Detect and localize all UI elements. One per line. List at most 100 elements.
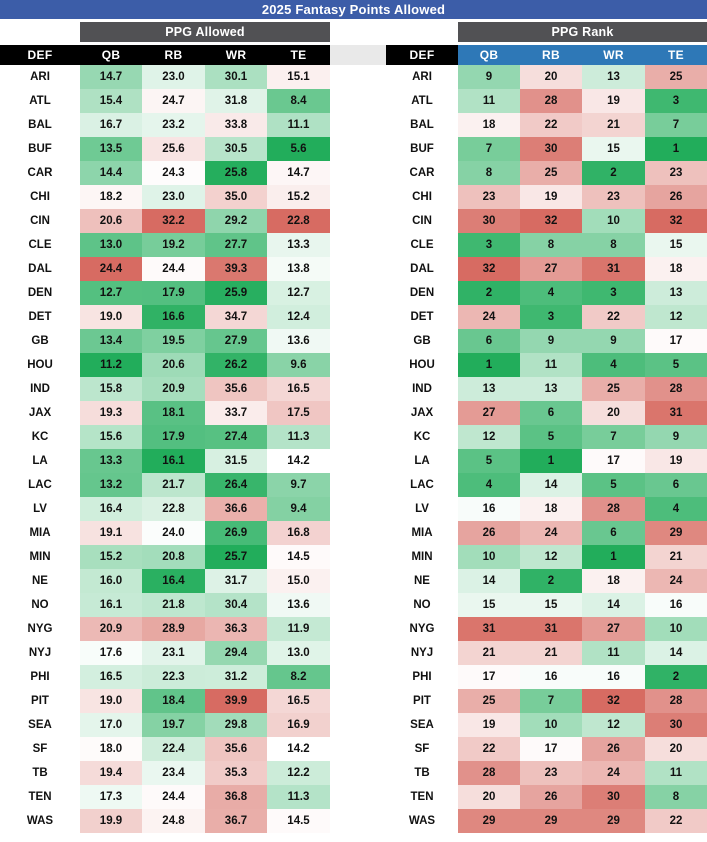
value-cell: 1 (582, 545, 645, 569)
table-row: GB 13.4 19.5 27.9 13.6 (0, 329, 330, 353)
table-row: NYG 31 31 27 10 (386, 617, 707, 641)
value-cell: 20.6 (80, 209, 142, 233)
value-cell: 8.2 (267, 665, 330, 689)
team-cell: IND (0, 377, 80, 401)
team-cell: WAS (0, 809, 80, 833)
value-cell: 22.3 (142, 665, 205, 689)
value-cell: 14.2 (267, 449, 330, 473)
value-cell: 14.2 (267, 737, 330, 761)
value-cell: 4 (520, 281, 582, 305)
ppg-rank-table: PPG Rank DEF QB RB WR TE ARI 9 20 13 25 ATL 11… (386, 22, 707, 833)
value-cell: 5 (520, 425, 582, 449)
value-cell: 10 (645, 617, 707, 641)
value-cell: 12.2 (267, 761, 330, 785)
table-row: CIN 20.6 32.2 29.2 22.8 (0, 209, 330, 233)
value-cell: 29 (582, 809, 645, 833)
value-cell: 26 (645, 185, 707, 209)
table-row: CIN 30 32 10 32 (386, 209, 707, 233)
page-title: 2025 Fantasy Points Allowed (0, 0, 707, 19)
value-cell: 14.5 (267, 809, 330, 833)
value-cell: 16 (458, 497, 520, 521)
table-row: TEN 20 26 30 8 (386, 785, 707, 809)
table-row: TEN 17.3 24.4 36.8 11.3 (0, 785, 330, 809)
value-cell: 28 (645, 377, 707, 401)
value-cell: 15 (645, 233, 707, 257)
value-cell: 17 (582, 449, 645, 473)
value-cell: 19.9 (80, 809, 142, 833)
team-cell: CLE (386, 233, 458, 257)
table-row: BUF 7 30 15 1 (386, 137, 707, 161)
value-cell: 15.2 (80, 545, 142, 569)
table-row: HOU 11.2 20.6 26.2 9.6 (0, 353, 330, 377)
value-cell: 12.7 (267, 281, 330, 305)
value-cell: 22 (582, 305, 645, 329)
value-cell: 24 (582, 761, 645, 785)
value-cell: 13.4 (80, 329, 142, 353)
team-cell: TEN (386, 785, 458, 809)
team-cell: DEN (0, 281, 80, 305)
value-cell: 13 (645, 281, 707, 305)
value-cell: 9.7 (267, 473, 330, 497)
value-cell: 12.4 (267, 305, 330, 329)
table-row: HOU 1 11 4 5 (386, 353, 707, 377)
value-cell: 19.4 (80, 761, 142, 785)
value-cell: 2 (645, 665, 707, 689)
value-cell: 15.1 (267, 65, 330, 89)
value-cell: 10 (582, 209, 645, 233)
value-cell: 2 (582, 161, 645, 185)
team-cell: NE (0, 569, 80, 593)
value-cell: 19 (645, 449, 707, 473)
value-cell: 19 (458, 713, 520, 737)
value-cell: 30 (520, 137, 582, 161)
value-cell: 15 (520, 593, 582, 617)
value-cell: 28 (645, 689, 707, 713)
value-cell: 14 (520, 473, 582, 497)
value-cell: 26 (520, 785, 582, 809)
team-cell: MIN (386, 545, 458, 569)
value-cell: 27.4 (205, 425, 267, 449)
table-row: KC 12 5 7 9 (386, 425, 707, 449)
value-cell: 14.7 (80, 65, 142, 89)
table-row: NO 15 15 14 16 (386, 593, 707, 617)
value-cell: 10 (520, 713, 582, 737)
value-cell: 23 (582, 185, 645, 209)
value-cell: 31 (520, 617, 582, 641)
team-cell: TB (0, 761, 80, 785)
value-cell: 30 (458, 209, 520, 233)
value-cell: 15.2 (267, 185, 330, 209)
value-cell: 24 (520, 521, 582, 545)
value-cell: 23 (645, 161, 707, 185)
value-cell: 19.0 (80, 305, 142, 329)
column-header-wr: WR (205, 45, 267, 65)
ppg-allowed-table: PPG Allowed DEF QB RB WR TE ARI 14.7 23.0 3… (0, 22, 330, 833)
team-cell: PIT (0, 689, 80, 713)
team-cell: NO (0, 593, 80, 617)
team-cell: WAS (386, 809, 458, 833)
value-cell: 32 (458, 257, 520, 281)
value-cell: 24 (458, 305, 520, 329)
team-cell: PIT (386, 689, 458, 713)
value-cell: 30.1 (205, 65, 267, 89)
value-cell: 29 (458, 809, 520, 833)
value-cell: 15.4 (80, 89, 142, 113)
value-cell: 13 (458, 377, 520, 401)
value-cell: 30.4 (205, 593, 267, 617)
value-cell: 33.7 (205, 401, 267, 425)
team-cell: MIN (0, 545, 80, 569)
value-cell: 35.6 (205, 737, 267, 761)
team-cell: KC (386, 425, 458, 449)
value-cell: 14.4 (80, 161, 142, 185)
value-cell: 13.8 (267, 257, 330, 281)
value-cell: 18.0 (80, 737, 142, 761)
value-cell: 13 (582, 65, 645, 89)
value-cell: 6 (458, 329, 520, 353)
value-cell: 26.4 (205, 473, 267, 497)
table-row: IND 13 13 25 28 (386, 377, 707, 401)
team-cell: BAL (386, 113, 458, 137)
table-row: SEA 19 10 12 30 (386, 713, 707, 737)
team-cell: CLE (0, 233, 80, 257)
value-cell: 31 (582, 257, 645, 281)
value-cell: 12.7 (80, 281, 142, 305)
table-row: DAL 32 27 31 18 (386, 257, 707, 281)
value-cell: 18 (458, 113, 520, 137)
